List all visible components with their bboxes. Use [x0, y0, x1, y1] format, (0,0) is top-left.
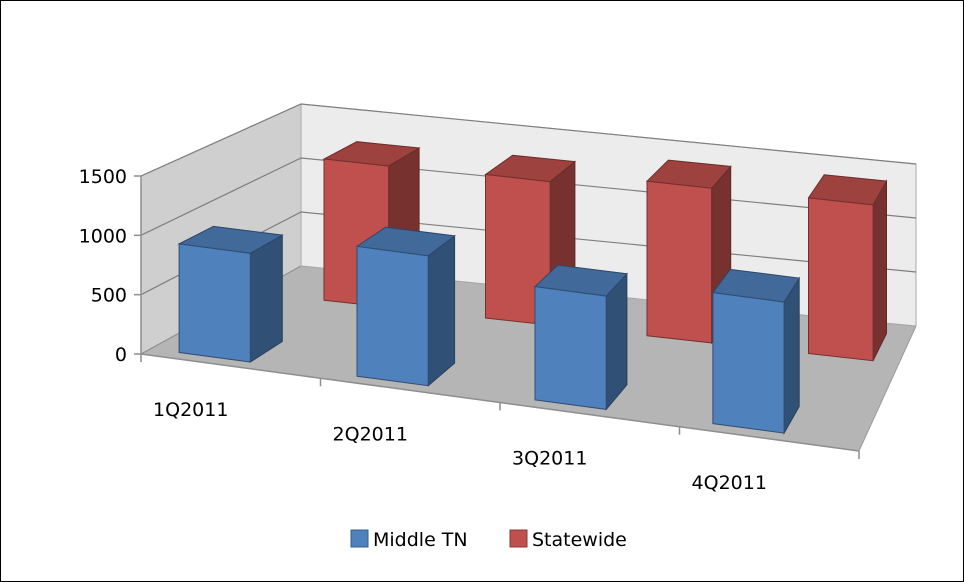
bar-front	[534, 286, 607, 410]
bar-middle-tn-3Q2011	[533, 264, 628, 411]
bar-side	[427, 234, 456, 387]
x-tick-label: 1Q2011	[153, 399, 228, 421]
bar-side	[783, 276, 800, 435]
y-axis-tick-labels: 0 500 1000 1500	[79, 166, 127, 366]
bar-side	[605, 272, 628, 411]
bar-front	[646, 180, 713, 344]
bar-side	[872, 179, 887, 361]
x-tick-label: 2Q2011	[333, 423, 408, 445]
x-tick-label: 4Q2011	[692, 472, 767, 494]
bar-middle-tn-1Q2011	[177, 225, 284, 363]
series-middle-tn	[177, 225, 801, 435]
bar-statewide-3Q2011	[645, 159, 732, 345]
x-tick-label: 3Q2011	[512, 448, 587, 470]
x-axis-tick-labels: 1Q2011 2Q2011 3Q2011 4Q2011	[153, 399, 767, 494]
gridline	[140, 103, 917, 177]
bar-front	[485, 173, 551, 326]
y-tick-label: 1500	[79, 166, 127, 188]
bar-statewide-4Q2011	[807, 174, 888, 362]
y-tick-label: 1000	[79, 225, 127, 247]
y-tick-label: 500	[91, 285, 127, 307]
bar-front	[808, 197, 874, 362]
series-statewide	[322, 141, 888, 362]
bar-side	[249, 234, 283, 363]
bar-middle-tn-4Q2011	[711, 268, 801, 435]
bar-front	[356, 245, 429, 387]
bar-middle-tn-2Q2011	[355, 226, 456, 387]
y-tick-label: 0	[115, 344, 127, 366]
legend-label-middle-tn: Middle TN	[373, 529, 468, 551]
legend-swatch-middle-tn	[350, 529, 369, 548]
legend-label-statewide: Statewide	[532, 529, 627, 551]
legend-item-statewide: Statewide	[509, 529, 627, 551]
bar-statewide-2Q2011	[484, 154, 577, 327]
legend-swatch-statewide	[509, 529, 528, 548]
bar-front	[712, 292, 785, 434]
axes	[134, 175, 860, 459]
bar-front	[178, 243, 251, 363]
legend-item-middle-tn: Middle TN	[350, 529, 468, 551]
legend: Middle TN Statewide	[350, 529, 627, 551]
